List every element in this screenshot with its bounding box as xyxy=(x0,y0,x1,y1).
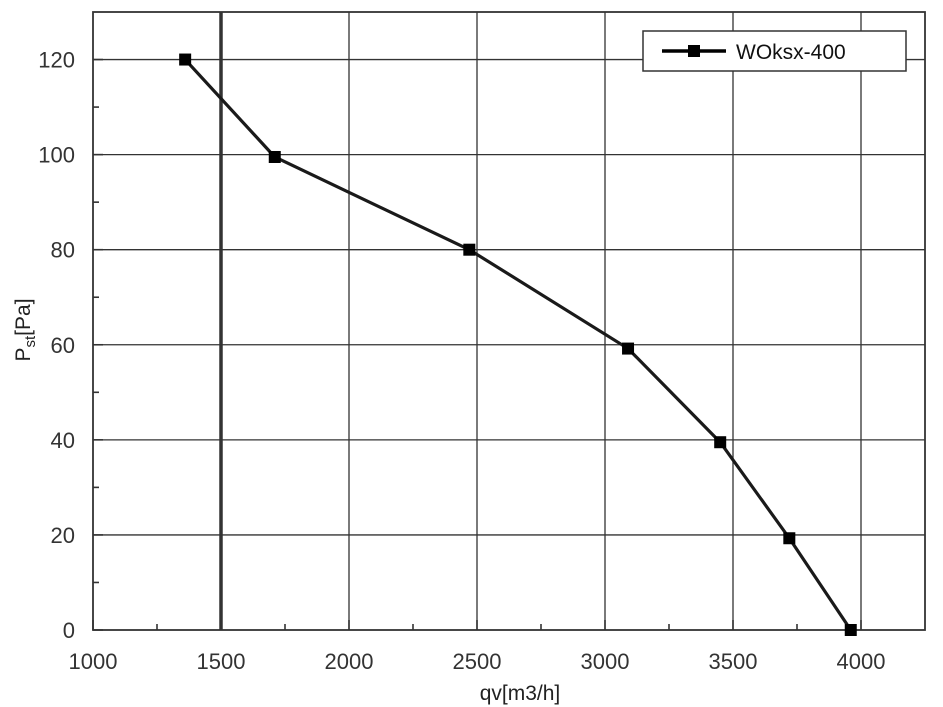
y-tick-label: 80 xyxy=(51,238,75,263)
data-point xyxy=(179,53,192,66)
y-tick-label: 20 xyxy=(51,523,75,548)
y-axis-title: Pst[Pa] xyxy=(12,298,39,361)
data-point xyxy=(714,436,727,449)
y-axis-title-sub: st xyxy=(22,335,39,348)
grid xyxy=(93,12,925,630)
x-tick-label: 2000 xyxy=(325,649,374,674)
tick-labels: 1000 1500 2000 2500 3000 3500 4000 0 20 40 60 80 100… xyxy=(38,48,885,674)
x-tick-label: 3000 xyxy=(581,649,630,674)
data-point xyxy=(463,243,476,256)
y-tick-label: 0 xyxy=(63,618,75,643)
plot-frame xyxy=(92,11,926,631)
y-axis-title-rest: [Pa] xyxy=(12,298,35,335)
x-tick-label: 1000 xyxy=(69,649,118,674)
y-tick-label: 120 xyxy=(38,48,75,73)
legend-label: WOksx-400 xyxy=(736,41,846,64)
legend-marker-sample xyxy=(688,45,700,57)
x-axis-title: qv[m3/h] xyxy=(480,682,561,705)
y-tick-label: 40 xyxy=(51,428,75,453)
data-point xyxy=(783,532,796,545)
x-tick-label: 1500 xyxy=(197,649,246,674)
x-tick-label: 4000 xyxy=(837,649,886,674)
x-tick-label: 2500 xyxy=(453,649,502,674)
data-point xyxy=(268,150,281,163)
minor-ticks xyxy=(92,58,862,631)
x-tick-label: 3500 xyxy=(709,649,758,674)
y-tick-label: 60 xyxy=(51,333,75,358)
data-point xyxy=(622,342,635,355)
y-axis-title-main: P xyxy=(12,348,35,362)
series-layer xyxy=(179,53,857,636)
data-point xyxy=(844,624,857,636)
plot-border xyxy=(92,11,926,631)
y-tick-label: 100 xyxy=(38,143,75,168)
legend: WOksx-400 xyxy=(642,30,907,72)
